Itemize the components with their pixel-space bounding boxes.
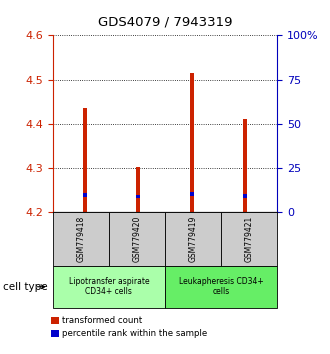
- Text: GSM779418: GSM779418: [76, 216, 85, 262]
- Text: GDS4079 / 7943319: GDS4079 / 7943319: [98, 16, 232, 29]
- Bar: [83, 193, 87, 197]
- Bar: [189, 73, 194, 212]
- Bar: [189, 193, 194, 196]
- Bar: [136, 195, 141, 198]
- Text: Lipotransfer aspirate
CD34+ cells: Lipotransfer aspirate CD34+ cells: [69, 277, 149, 296]
- Bar: [243, 119, 247, 212]
- Text: Leukapheresis CD34+
cells: Leukapheresis CD34+ cells: [179, 277, 263, 296]
- Text: GSM779421: GSM779421: [245, 216, 254, 262]
- Bar: [243, 194, 247, 198]
- Bar: [136, 167, 141, 212]
- Text: GSM779419: GSM779419: [188, 216, 198, 262]
- Text: GSM779420: GSM779420: [132, 216, 142, 262]
- Text: percentile rank within the sample: percentile rank within the sample: [62, 329, 207, 338]
- Text: cell type: cell type: [3, 282, 48, 292]
- Bar: [83, 108, 87, 212]
- Text: transformed count: transformed count: [62, 316, 142, 325]
